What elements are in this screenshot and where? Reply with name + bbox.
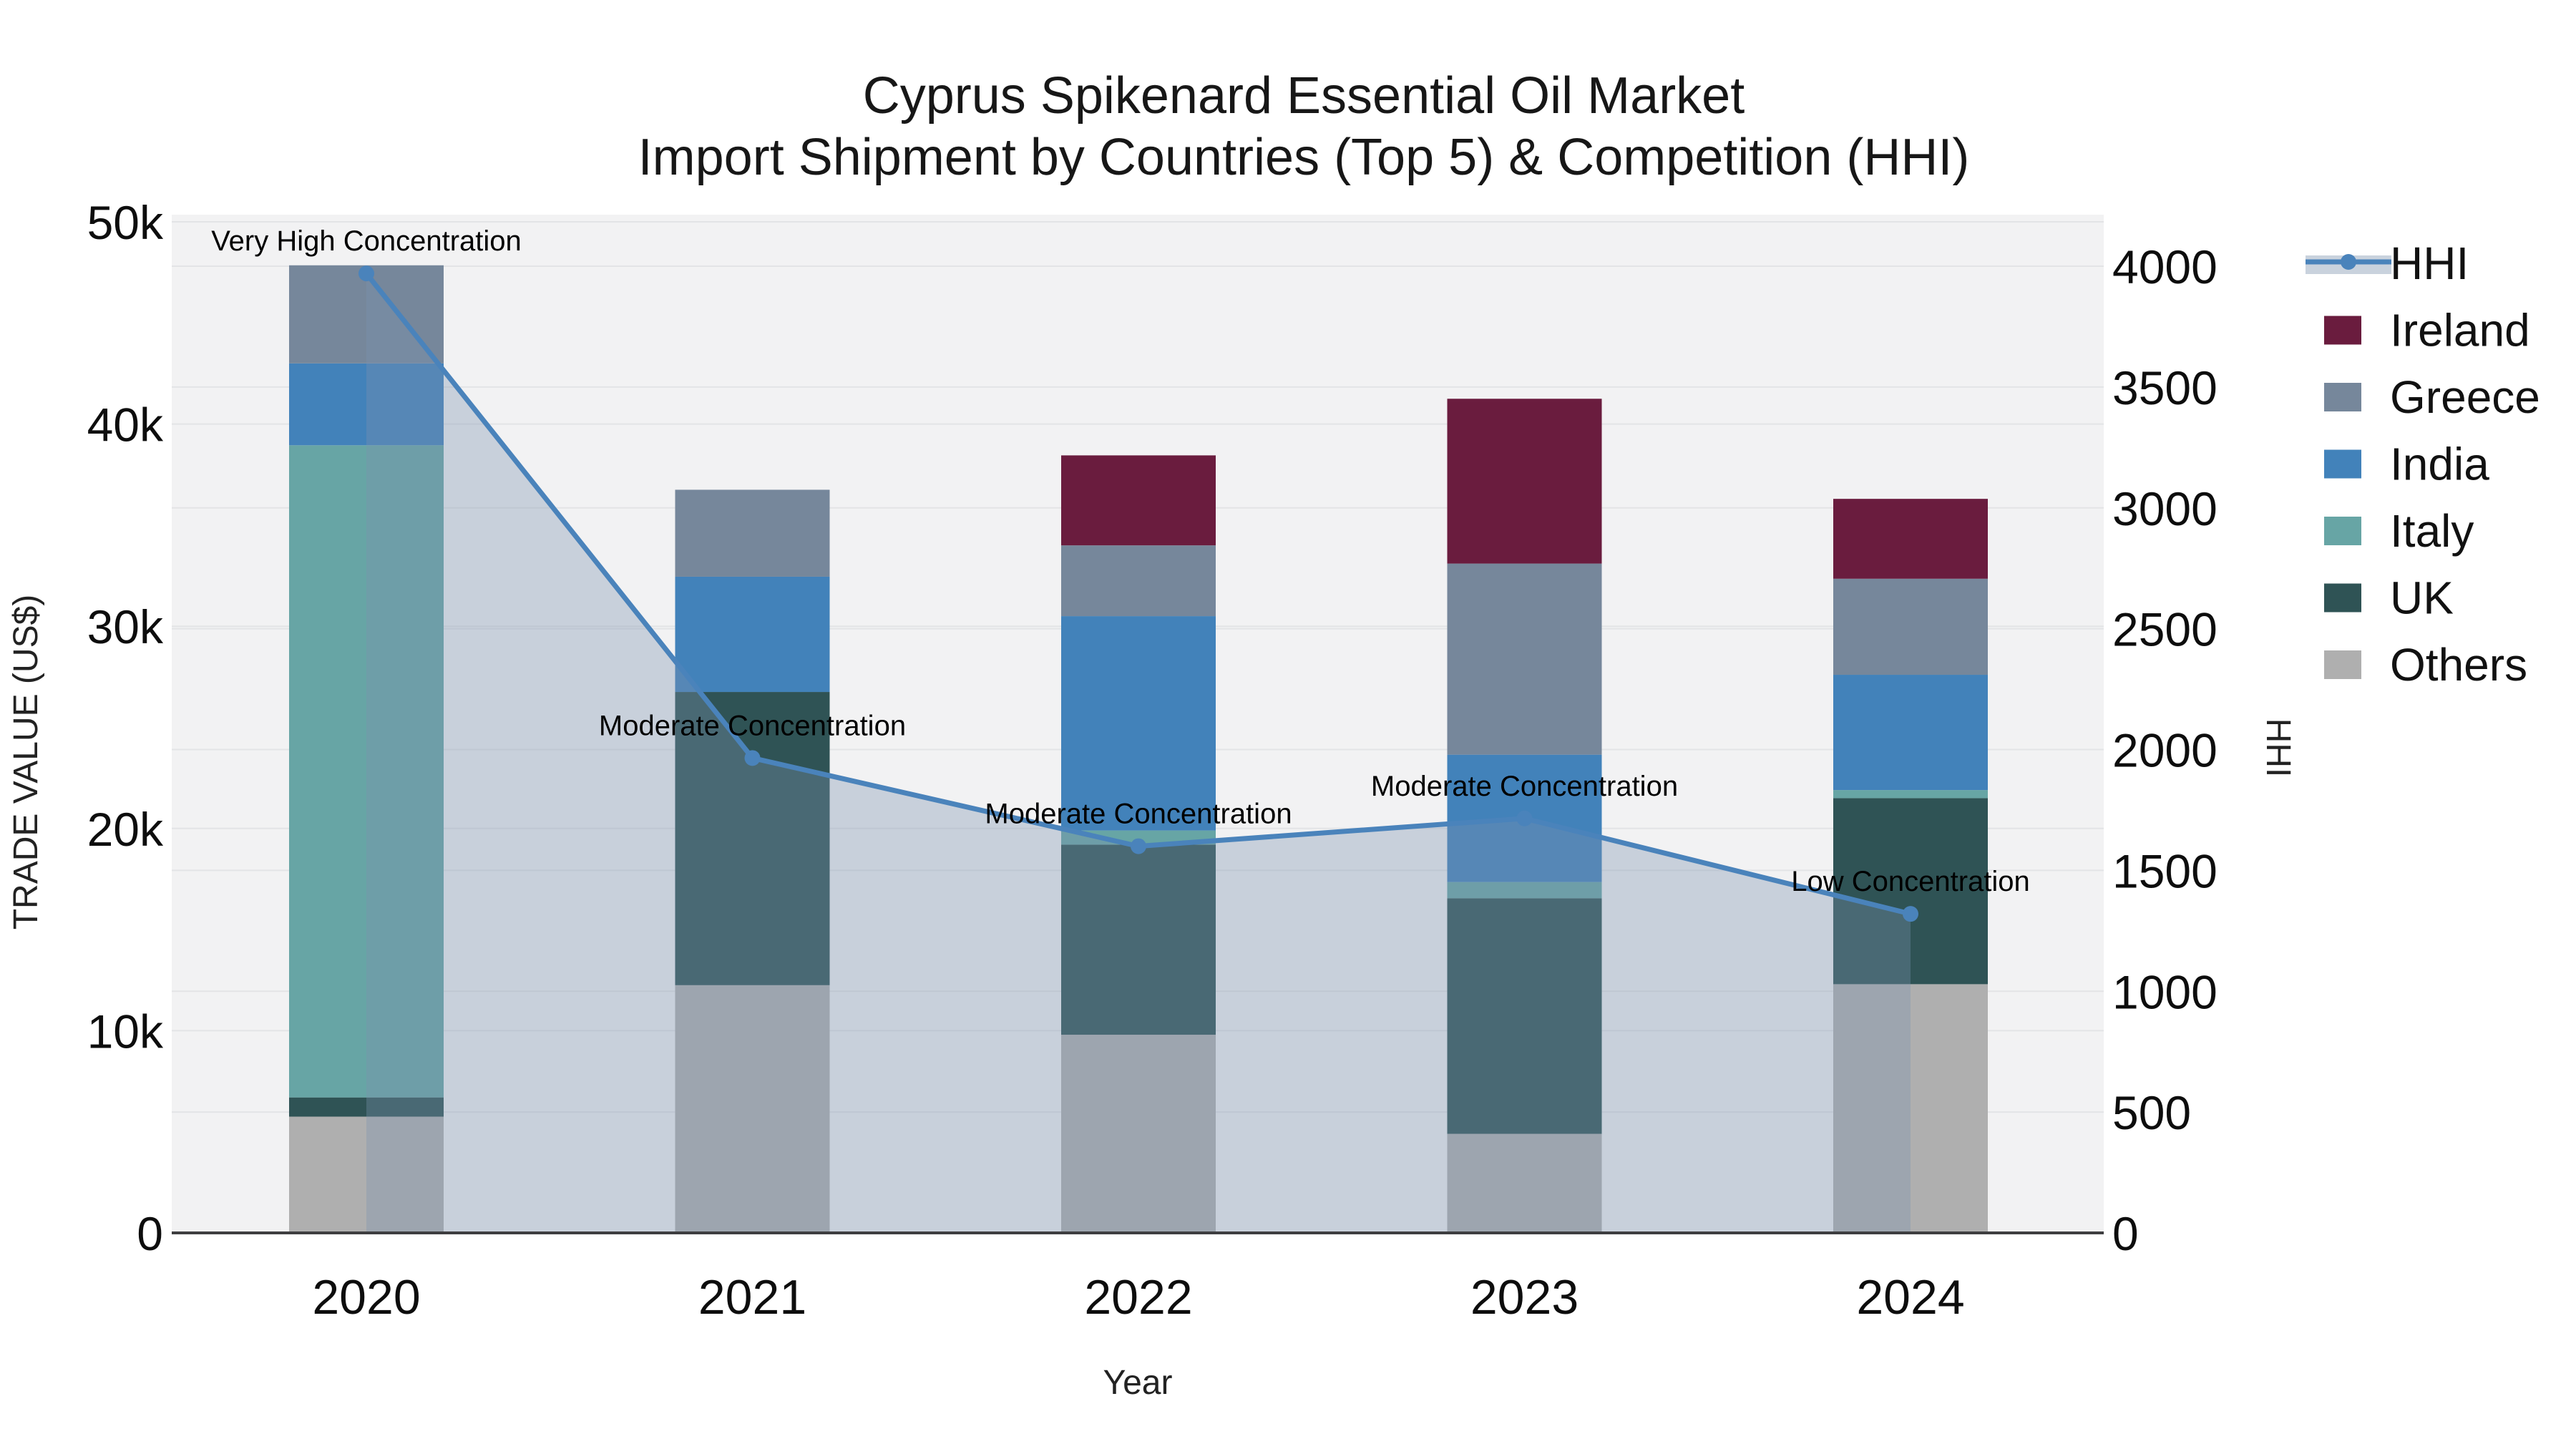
bar-2024-Others <box>1833 984 1988 1233</box>
annotations-layer: Very High Concentration Moderate Concentr… <box>211 225 2030 897</box>
y2-tick-1500: 1500 <box>2112 844 2218 897</box>
y-tick-20k: 20k <box>87 803 164 856</box>
legend-item-india[interactable]: India <box>2324 439 2489 490</box>
y-tick-0: 0 <box>137 1207 163 1260</box>
bar-2020-UK <box>289 1097 444 1117</box>
y2-axis-title: HHI <box>2259 718 2297 778</box>
y2-tick-2500: 2500 <box>2112 603 2218 656</box>
y-tick-10k: 10k <box>87 1005 164 1058</box>
y-tick-30k: 30k <box>87 600 164 653</box>
hhi-line-layer <box>358 265 1918 922</box>
legend-swatch-others <box>2324 650 2361 679</box>
legend-label-uk: UK <box>2390 572 2454 624</box>
bar-2024-India <box>1833 675 1988 791</box>
legend-item-greece[interactable]: Greece <box>2324 371 2540 423</box>
bar-2021-Greece <box>675 489 830 577</box>
legend-item-hhi[interactable]: HHI <box>2306 238 2469 289</box>
bar-2023-Ireland <box>1447 399 1602 564</box>
bar-2020-Others <box>289 1116 444 1233</box>
annotation-2022: Moderate Concentration <box>985 799 1292 830</box>
bars-layer <box>289 265 1988 1233</box>
x-tick-2022: 2022 <box>1084 1270 1192 1324</box>
bar-2020-Greece <box>289 265 444 364</box>
bar-2020-Italy <box>289 445 444 1098</box>
y2-tick-0: 0 <box>2112 1207 2139 1260</box>
bar-2024-Ireland <box>1833 499 1988 579</box>
annotation-2024: Low Concentration <box>1791 866 2030 897</box>
legend-label-ireland: Ireland <box>2390 305 2530 356</box>
legend-label-india: India <box>2390 439 2489 490</box>
annotation-2020: Very High Concentration <box>211 225 522 257</box>
y2-tick-1000: 1000 <box>2112 965 2218 1018</box>
annotation-2023: Moderate Concentration <box>1371 771 1678 802</box>
annotation-2021: Moderate Concentration <box>599 710 906 741</box>
bar-2020-India <box>289 363 444 446</box>
x-tick-2024: 2024 <box>1856 1270 1964 1324</box>
legend-swatch-uk <box>2324 583 2361 613</box>
bar-2023-UK <box>1447 898 1602 1134</box>
x-axis-title: Year <box>1103 1364 1173 1402</box>
legend-item-uk[interactable]: UK <box>2324 572 2454 624</box>
hhi-marker-2021 <box>744 750 761 766</box>
bar-2023-Greece <box>1447 563 1602 755</box>
legend-item-others[interactable]: Others <box>2324 639 2527 691</box>
hhi-area-layer <box>366 273 1911 1233</box>
bar-2021-Others <box>675 985 830 1233</box>
x-tick-2021: 2021 <box>698 1270 806 1324</box>
legend-swatch-india <box>2324 449 2361 479</box>
bar-2022-Ireland <box>1061 455 1216 546</box>
bar-2024-Italy <box>1833 790 1988 799</box>
bar-2023-Italy <box>1447 882 1602 899</box>
y-axis-title: TRADE VALUE (US$) <box>7 595 45 930</box>
y2-tick-3000: 3000 <box>2112 482 2218 535</box>
legend-label-others: Others <box>2390 639 2527 691</box>
legend-item-italy[interactable]: Italy <box>2324 505 2474 557</box>
y2-tick-4000: 4000 <box>2112 240 2218 293</box>
hhi-marker-2023 <box>1516 810 1533 826</box>
y2-tick-2000: 2000 <box>2112 724 2218 777</box>
bar-2022-Greece <box>1061 545 1216 617</box>
bar-2022-Others <box>1061 1035 1216 1233</box>
tick-labels-layer: 0 10k 20k 30k 40k 50k 0 500 1000 1500 2000 2500 3000… <box>87 196 2218 1324</box>
x-tick-2023: 2023 <box>1470 1270 1579 1324</box>
legend: HHI Ireland Greece India Italy UK Others <box>2306 238 2540 691</box>
y-tick-50k: 50k <box>87 196 164 249</box>
bar-2024-Greece <box>1833 578 1988 675</box>
legend-label-greece: Greece <box>2390 371 2540 423</box>
legend-swatch-italy <box>2324 517 2361 545</box>
y-tick-40k: 40k <box>87 399 164 452</box>
y2-tick-500: 500 <box>2112 1086 2191 1139</box>
bar-2021-India <box>675 576 830 693</box>
x-tick-2020: 2020 <box>312 1270 420 1324</box>
legend-hhi-marker-sample <box>2341 254 2356 270</box>
chart-title-line1: Cyprus Spikenard Essential Oil Market <box>863 67 1745 125</box>
hhi-marker-2022 <box>1131 838 1146 854</box>
legend-swatch-ireland <box>2324 316 2361 345</box>
bar-2022-India <box>1061 616 1216 831</box>
bar-2023-Others <box>1447 1133 1602 1233</box>
hhi-area-fill <box>366 273 1911 1233</box>
hhi-marker-2020 <box>358 265 374 282</box>
legend-swatch-greece <box>2324 383 2361 411</box>
chart-title-line2: Import Shipment by Countries (Top 5) & C… <box>638 129 1970 186</box>
legend-item-ireland[interactable]: Ireland <box>2324 305 2530 356</box>
bar-2022-UK <box>1061 844 1216 1035</box>
legend-label-hhi: HHI <box>2390 238 2469 289</box>
bar-2024-UK <box>1833 798 1988 985</box>
legend-label-italy: Italy <box>2390 505 2474 557</box>
hhi-marker-2024 <box>1903 906 1918 922</box>
bar-2021-UK <box>675 692 830 985</box>
y2-tick-3500: 3500 <box>2112 361 2218 414</box>
